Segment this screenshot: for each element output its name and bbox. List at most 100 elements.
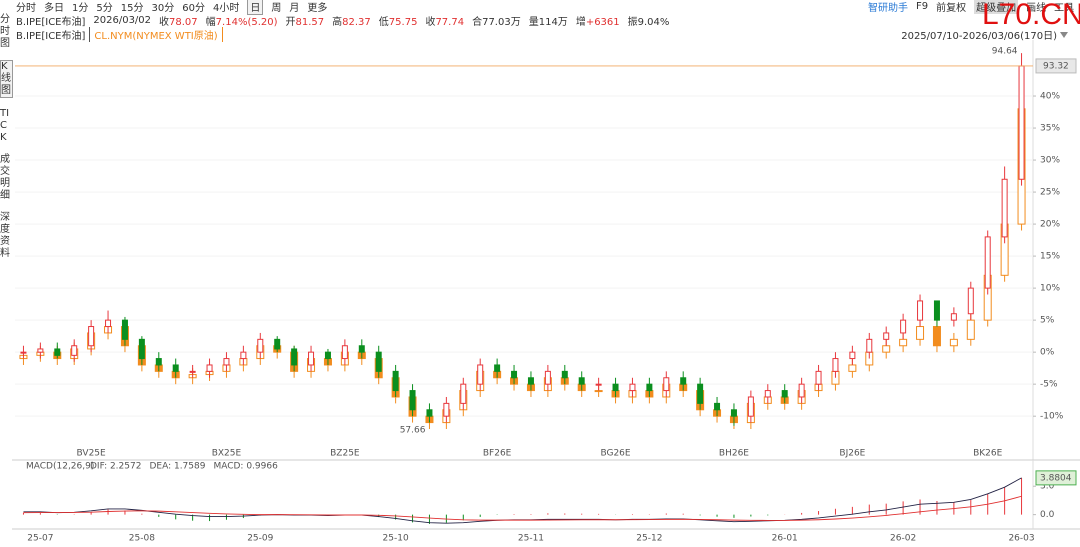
last-price-box: [1035, 58, 1077, 74]
info-value: 9.04%: [637, 16, 670, 28]
y-tick-label: 5%: [1040, 316, 1055, 326]
sidebar-item[interactable]: 分时图: [0, 14, 10, 49]
period-tab[interactable]: 30分: [151, 3, 175, 14]
y-tick-label: 15%: [1040, 252, 1060, 262]
candle-body: [595, 383, 602, 386]
tool-button[interactable]: 前复权: [936, 3, 967, 14]
info-value: 81.57: [295, 16, 325, 28]
sidebar-item[interactable]: 成交明细: [0, 154, 10, 201]
period-tab[interactable]: 5分: [96, 3, 113, 14]
x-tick-label: 25-07: [27, 534, 53, 544]
candle-body: [105, 319, 112, 328]
x-tick-label: 25-09: [247, 534, 273, 544]
tool-button[interactable]: 工具: [1054, 3, 1075, 14]
candle-body: [917, 300, 924, 321]
x-tick-label: BG26E: [600, 449, 630, 459]
tool-button[interactable]: 智研助手: [868, 3, 908, 14]
candle-body: [460, 383, 467, 404]
high-label: 94.64: [992, 47, 1018, 57]
candle-body: [646, 383, 653, 392]
legend-entry: B.IPE[ICE布油]: [16, 27, 91, 42]
candle-body: [324, 351, 331, 360]
sidebar-item[interactable]: K线图: [0, 60, 13, 98]
y-tick-label: 20%: [1040, 220, 1060, 230]
sidebar-item[interactable]: 深度资料: [0, 212, 10, 259]
period-tabs: 分时 多日 1分 5分 15分 30分 60分 4小时日周月更多: [16, 0, 335, 15]
candle-body: [949, 338, 958, 347]
period-tab[interactable]: 15分: [120, 3, 144, 14]
info-field: 收77.74: [425, 13, 464, 28]
candle-body: [206, 364, 213, 372]
info-field: 幅7.14%(5.20): [206, 13, 278, 28]
macd-title: MACD(12,26,9): [26, 462, 94, 472]
y-tick-label: 35%: [1040, 124, 1060, 134]
macd-legend: DEA: 1.7589: [149, 462, 205, 472]
candle-body: [984, 236, 991, 289]
x-tick-label: 25-12: [636, 534, 662, 544]
tool-button[interactable]: 超级叠加: [974, 0, 1019, 14]
toolbar: 智研助手 F9 前复权 超级叠加 画线 工具: [868, 0, 1080, 14]
last-price-label: 93.32: [1043, 61, 1069, 71]
candle-body: [274, 338, 281, 350]
candle-body: [900, 319, 907, 334]
period-tab[interactable]: 周: [271, 3, 282, 14]
candle-body: [37, 348, 44, 353]
info-field: 高82.37: [332, 13, 371, 28]
candle-body: [848, 364, 857, 372]
range-box: 2025/07/10-2026/03/06(170日): [901, 28, 1068, 42]
info-value: 78.07: [169, 16, 198, 28]
y-tick-label: -5%: [1040, 380, 1058, 390]
low-label: 57.66: [400, 425, 426, 435]
info-value: 114万: [538, 16, 568, 28]
info-field: 低75.75: [379, 13, 418, 28]
info-value: 82.37: [342, 16, 371, 28]
candle-body: [121, 319, 128, 340]
candle-body: [697, 383, 704, 404]
x-tick-label: 26-01: [772, 534, 798, 544]
period-tab[interactable]: 1分: [72, 3, 89, 14]
period-tab[interactable]: 4小时: [212, 3, 240, 14]
period-tab[interactable]: 更多: [307, 3, 328, 14]
candle-body: [849, 351, 856, 360]
y-tick-label: 10%: [1040, 284, 1060, 294]
candle-body: [714, 402, 721, 411]
candle-body: [883, 332, 890, 340]
legend-entry: CL.NYM(NYMEX WTI原油): [94, 27, 223, 42]
candle-body: [950, 313, 957, 321]
candle-body: [358, 345, 365, 353]
tool-button[interactable]: F9: [916, 1, 929, 12]
candle-body: [71, 345, 78, 356]
info-label: 收: [425, 16, 436, 28]
candle-body: [291, 348, 298, 366]
candle-body: [172, 364, 179, 372]
dropdown-icon[interactable]: [1060, 31, 1068, 38]
period-tab[interactable]: 月: [289, 3, 300, 14]
candle-body: [155, 358, 162, 366]
x-tick-label: BX25E: [212, 449, 242, 459]
period-tab[interactable]: 分时: [16, 3, 36, 14]
candle-body: [594, 390, 603, 393]
watermark: L70.CN: [982, 0, 1080, 31]
period-tab[interactable]: 多日: [44, 3, 64, 14]
candle-body: [916, 326, 925, 340]
x-tick-label: 25-10: [383, 534, 409, 544]
value-box: [1035, 470, 1077, 486]
period-tab[interactable]: 60分: [182, 3, 205, 14]
candle-body: [1018, 65, 1025, 180]
sidebar-item[interactable]: TICK: [0, 108, 10, 143]
candle-body: [1001, 178, 1008, 238]
info-label: 收: [159, 16, 170, 28]
candle-body: [680, 377, 687, 385]
period-tab[interactable]: 日: [247, 0, 264, 15]
x-tick-label: 26-03: [1008, 534, 1034, 544]
candle-body: [866, 338, 873, 353]
candle-body: [832, 358, 839, 372]
x-tick-label: BV25E: [77, 449, 107, 459]
info-value: +6361: [585, 16, 620, 28]
candle-body: [240, 351, 247, 360]
info-label: 低: [378, 16, 389, 28]
tool-button[interactable]: 画线: [1026, 3, 1047, 14]
candle-body: [392, 370, 399, 392]
